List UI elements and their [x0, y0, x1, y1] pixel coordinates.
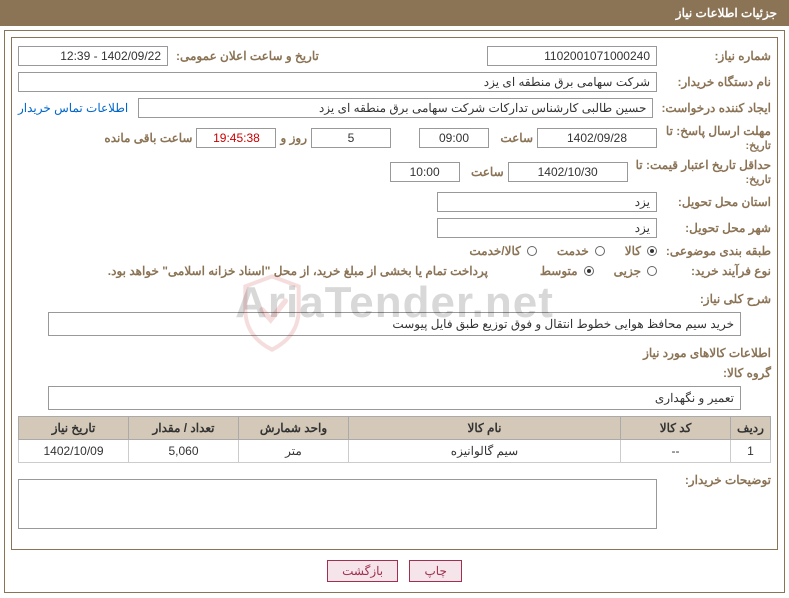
table-header: واحد شمارش	[239, 417, 349, 440]
remarks-box	[18, 479, 657, 529]
table-cell: --	[621, 440, 731, 463]
label-remain: ساعت باقی مانده	[104, 131, 192, 145]
outer-frame: AriaTender.net شماره نیاز: 1102001071000…	[4, 30, 785, 593]
field-validity-date: 1402/10/30	[508, 162, 628, 182]
field-city: یزد	[437, 218, 657, 238]
radio-label: خدمت	[557, 244, 589, 258]
label-desc: شرح کلی نیاز:	[661, 292, 771, 306]
table-header: کد کالا	[621, 417, 731, 440]
radio-label: کالا/خدمت	[469, 244, 520, 258]
radio-label: جزیی	[614, 264, 641, 278]
table-header: ردیف	[731, 417, 771, 440]
radio-option[interactable]	[527, 246, 537, 256]
field-desc: خرید سیم محافظ هوایی خطوط انتقال و فوق ت…	[48, 312, 741, 336]
table-header: نام کالا	[349, 417, 621, 440]
field-requester: حسین طالبی کارشناس تدارکات شرکت سهامی بر…	[138, 98, 653, 118]
table-cell: متر	[239, 440, 349, 463]
field-province: یزد	[437, 192, 657, 212]
label-announce: تاریخ و ساعت اعلان عمومی:	[172, 49, 319, 63]
field-deadline-time: 09:00	[419, 128, 489, 148]
radio-option[interactable]	[647, 246, 657, 256]
field-days-left: 5	[311, 128, 391, 148]
label-hour1: ساعت	[493, 131, 533, 145]
label-buyer: نام دستگاه خریدار:	[661, 75, 771, 89]
radio-option[interactable]	[647, 266, 657, 276]
label-days-and: روز و	[280, 131, 307, 145]
print-button[interactable]: چاپ	[409, 560, 461, 582]
label-category: طبقه بندی موضوعی:	[661, 244, 771, 258]
label-province: استان محل تحویل:	[661, 195, 771, 209]
field-need-no: 1102001071000240	[487, 46, 657, 66]
table-cell: 5,060	[129, 440, 239, 463]
radio-option[interactable]	[595, 246, 605, 256]
label-validity: حداقل تاریخ اعتبار قیمت: تا تاریخ:	[632, 158, 771, 186]
label-requester: ایجاد کننده درخواست:	[657, 101, 771, 115]
table-cell: 1	[731, 440, 771, 463]
buyer-contact-link[interactable]: اطلاعات تماس خریدار	[18, 101, 128, 115]
panel-header: جزئیات اطلاعات نیاز	[0, 0, 789, 26]
field-announce: 1402/09/22 - 12:39	[18, 46, 168, 66]
table-header: تاریخ نیاز	[19, 417, 129, 440]
label-remarks: توضیحات خریدار:	[661, 473, 771, 487]
radio-label: کالا	[625, 244, 641, 258]
inner-frame: AriaTender.net شماره نیاز: 1102001071000…	[11, 37, 778, 550]
table-cell: سیم گالوانیزه	[349, 440, 621, 463]
label-hour2: ساعت	[464, 165, 504, 179]
label-need-no: شماره نیاز:	[661, 49, 771, 63]
radio-label: متوسط	[540, 264, 578, 278]
payment-note: پرداخت تمام یا بخشی از مبلغ خرید، از محل…	[108, 264, 488, 278]
field-deadline-date: 1402/09/28	[537, 128, 657, 148]
label-city: شهر محل تحویل:	[661, 221, 771, 235]
label-process: نوع فرآیند خرید:	[661, 264, 771, 278]
label-deadline: مهلت ارسال پاسخ: تا تاریخ:	[661, 124, 771, 152]
goods-table: ردیفکد کالانام کالاواحد شمارشتعداد / مقد…	[18, 416, 771, 463]
radio-option[interactable]	[584, 266, 594, 276]
field-group: تعمیر و نگهداری	[48, 386, 741, 410]
table-cell: 1402/10/09	[19, 440, 129, 463]
label-group: گروه کالا:	[661, 366, 771, 380]
field-countdown: 19:45:38	[196, 128, 276, 148]
process-radios: جزیی متوسط	[526, 264, 657, 278]
field-validity-time: 10:00	[390, 162, 460, 182]
goods-info-title: اطلاعات کالاهای مورد نیاز	[18, 346, 771, 360]
table-row: 1--سیم گالوانیزهمتر5,0601402/10/09	[19, 440, 771, 463]
category-radios: کالا خدمت کالا/خدمت	[455, 244, 657, 258]
table-header: تعداد / مقدار	[129, 417, 239, 440]
field-buyer: شرکت سهامی برق منطقه ای یزد	[18, 72, 657, 92]
back-button[interactable]: بازگشت	[327, 560, 398, 582]
